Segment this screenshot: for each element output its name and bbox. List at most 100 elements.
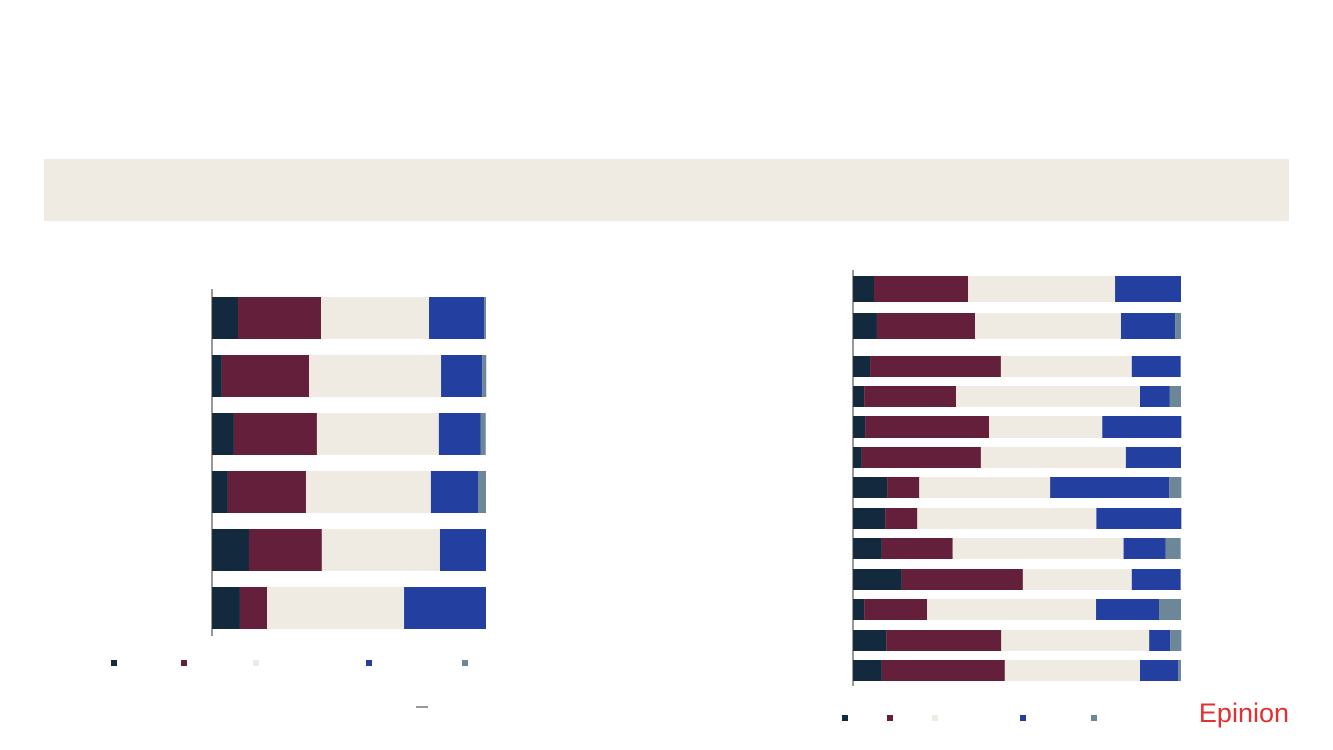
bar-segment	[864, 386, 956, 407]
bar-segment	[480, 413, 486, 455]
bar-segment	[1050, 477, 1170, 498]
bar-segment	[321, 529, 440, 571]
bar-segment	[238, 297, 322, 339]
legend-swatch	[842, 715, 848, 721]
legend-swatch	[366, 660, 372, 666]
bar-segment	[1170, 630, 1182, 651]
bar-segment	[853, 599, 865, 620]
bar-segment	[1131, 569, 1181, 590]
bar-segment	[853, 416, 866, 438]
bar-segment	[1123, 538, 1166, 559]
legend-swatch	[932, 715, 938, 721]
legend-swatch	[253, 660, 259, 666]
bar-segment	[1125, 447, 1181, 468]
bar-segment	[853, 630, 887, 651]
bar-segment	[1022, 569, 1132, 590]
bar-segment	[1165, 538, 1181, 559]
bar-segment	[968, 276, 1116, 302]
bar-segment	[248, 529, 322, 571]
bar-segment	[1140, 660, 1179, 681]
bar-segment	[870, 356, 1001, 377]
bar-segment	[901, 569, 1023, 590]
brand-logo: Epinion	[1199, 698, 1289, 728]
bar-segment	[478, 471, 486, 513]
bar-segment	[853, 538, 882, 559]
bar-segment	[441, 355, 483, 397]
bar-segment	[1131, 356, 1181, 377]
legend-swatch	[462, 660, 468, 666]
bar-segment	[429, 297, 485, 339]
bar-segment	[917, 508, 1097, 529]
bar-segment	[1000, 356, 1132, 377]
bar-segment	[955, 386, 1140, 407]
bar-segment	[212, 529, 249, 571]
bar-segment	[853, 356, 871, 377]
bar-segment	[980, 447, 1126, 468]
bar-segment	[1096, 508, 1182, 529]
bar-segment	[430, 471, 479, 513]
bar-segment	[861, 447, 981, 468]
bar-segment	[404, 587, 486, 629]
bar-segment	[864, 599, 928, 620]
bar-segment	[212, 297, 239, 339]
bar-segment	[316, 413, 439, 455]
bar-segment	[1115, 276, 1181, 302]
bar-segment	[853, 447, 862, 468]
legend-swatch	[181, 660, 187, 666]
legend-swatch	[111, 660, 117, 666]
bar-segment	[1004, 660, 1140, 681]
bar-segment	[975, 313, 1121, 339]
bar-segment	[876, 313, 976, 339]
bar-segment	[1102, 416, 1182, 438]
bar-segment	[1175, 313, 1181, 339]
bar-segment	[1149, 630, 1171, 651]
bar-segment	[321, 297, 430, 339]
bar-segment	[438, 413, 481, 455]
bar-segment	[1169, 477, 1182, 498]
bar-segment	[212, 355, 222, 397]
bar-segment	[233, 413, 317, 455]
bar-segment	[1120, 313, 1176, 339]
bar-segment	[927, 599, 1097, 620]
bar-segment	[1096, 599, 1160, 620]
bar-segment	[1178, 660, 1181, 681]
bar-segment	[1001, 630, 1150, 651]
header-band	[44, 159, 1289, 221]
bar-segment	[881, 538, 953, 559]
bar-segment	[853, 569, 902, 590]
bar-segment	[305, 471, 431, 513]
bar-segment	[239, 587, 268, 629]
legend-swatch	[1020, 715, 1026, 721]
bar-segment	[221, 355, 309, 397]
bar-segment	[853, 660, 882, 681]
bar-segment	[873, 276, 969, 302]
bar-segment	[865, 416, 990, 438]
bar-segment	[1159, 599, 1181, 620]
bar-segment	[1140, 386, 1170, 407]
bar-segment	[212, 413, 234, 455]
legend-swatch	[1091, 715, 1097, 721]
bar-segment	[1169, 386, 1181, 407]
bar-segment	[484, 297, 486, 339]
bar-segment	[881, 660, 1005, 681]
bar-segment	[952, 538, 1124, 559]
bar-segment	[482, 355, 487, 397]
bar-segment	[212, 471, 228, 513]
bar-segment	[885, 508, 918, 529]
bar-segment	[853, 386, 865, 407]
bar-segment	[439, 529, 486, 571]
bar-segment	[886, 630, 1002, 651]
bar-segment	[853, 477, 888, 498]
bar-segment	[227, 471, 306, 513]
bar-segment	[919, 477, 1051, 498]
bar-segment	[267, 587, 405, 629]
bar-segment	[212, 587, 240, 629]
bar-segment	[308, 355, 442, 397]
legend-swatch	[887, 715, 893, 721]
bar-segment	[887, 477, 920, 498]
bar-segment	[853, 276, 874, 302]
bar-segment	[853, 313, 877, 339]
bar-segment	[853, 508, 886, 529]
